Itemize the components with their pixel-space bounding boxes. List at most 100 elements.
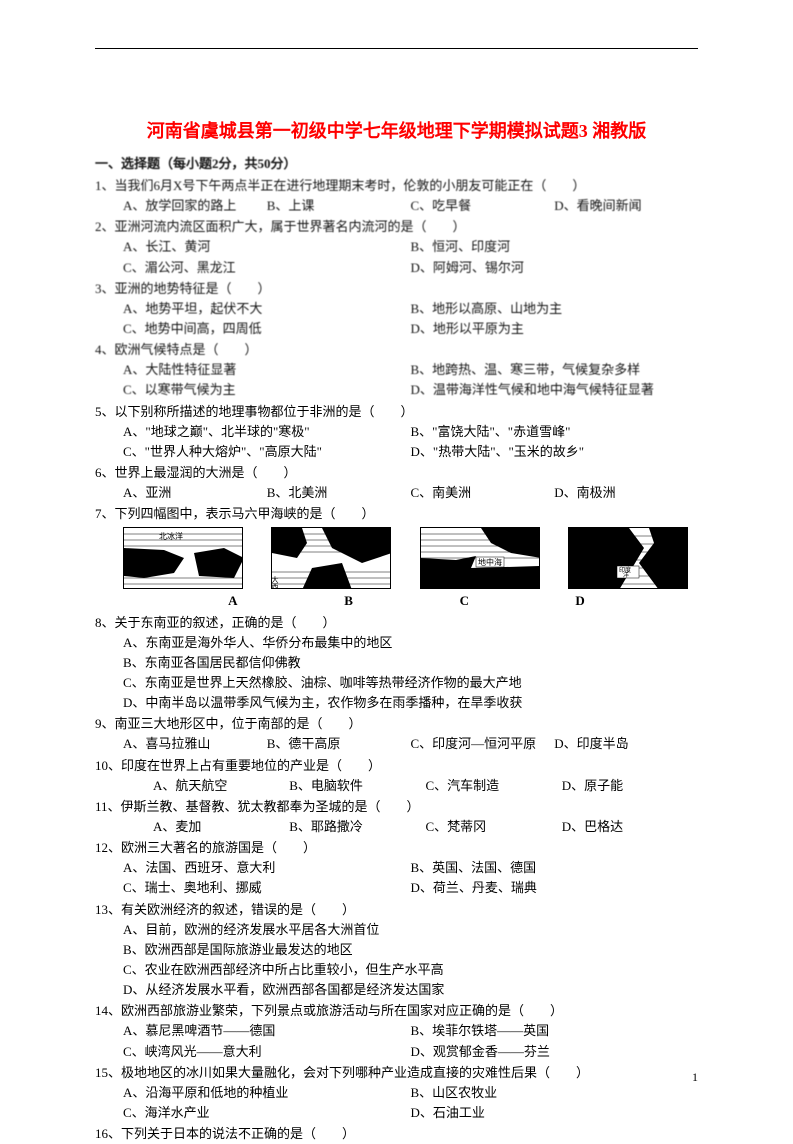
header-rule <box>95 48 698 49</box>
q5-opt-b: B、"富饶大陆"、"赤道雪峰" <box>411 422 699 442</box>
q13-opt-a: A、目前，欧洲的经济发展水平居各大洲首位 <box>123 920 698 940</box>
q3-opt-b: B、地形以高原、山地为主 <box>411 299 699 319</box>
question-8: 8、关于东南亚的叙述，正确的是（ ） A、东南亚是海外华人、华侨分布最集中的地区… <box>95 613 698 714</box>
q13-opt-c: C、农业在欧洲西部经济中所占比重较小，但生产水平高 <box>123 960 698 980</box>
map-labels: A B C D <box>95 591 698 611</box>
svg-text:洋: 洋 <box>623 571 629 579</box>
q1-opt-b: B、上课 <box>267 196 411 216</box>
q8-opt-d: D、中南半岛以温带季风气候为主，农作物多在雨季播种，在旱季收获 <box>123 693 698 713</box>
q5-text: 5、以下别称所描述的地理事物都位于非洲的是（ ） <box>95 402 698 422</box>
map-c: 地中海 <box>420 527 540 589</box>
question-15: 15、极地地区的冰川如果大量融化，会对下列哪种产业造成直接的灾难性后果（ ） A… <box>95 1063 698 1123</box>
q10-text: 10、印度在世界上占有重要地位的产业是（ ） <box>95 756 698 776</box>
q3-opt-d: D、地形以平原为主 <box>411 319 699 339</box>
question-13: 13、有关欧洲经济的叙述，错误的是（ ） A、目前，欧洲的经济发展水平居各大洲首… <box>95 900 698 1001</box>
q14-text: 14、欧洲西部旅游业繁荣，下列景点或旅游活动与所在国家对应正确的是（ ） <box>95 1001 698 1021</box>
document-title: 河南省虞城县第一初级中学七年级地理下学期模拟试题3 湘教版 <box>95 118 698 146</box>
question-3: 3、亚洲的地势特征是（ ） A、地势平坦，起伏不大 B、地形以高原、山地为主 C… <box>95 279 698 339</box>
q4-text: 4、欧洲气候特点是（ ） <box>95 340 698 360</box>
q9-opt-c: C、印度河—恒河平原 <box>411 734 555 754</box>
question-1: 1、当我们6月X号下午两点半正在进行地理期末考时，伦敦的小朋友可能正在（ ） A… <box>95 176 698 216</box>
page-number: 1 <box>692 1068 698 1087</box>
q14-opt-d: D、观赏郁金香——芬兰 <box>411 1042 699 1062</box>
q8-text: 8、关于东南亚的叙述，正确的是（ ） <box>95 613 698 633</box>
q13-opt-d: D、从经济发展水平看，欧洲西部各国都是经济发达国家 <box>123 980 698 1000</box>
q6-opt-c: C、南美洲 <box>411 483 555 503</box>
q5-opt-c: C、"世界人种大熔炉"、"高原大陆" <box>123 442 411 462</box>
q6-text: 6、世界上最湿润的大洲是（ ） <box>95 463 698 483</box>
q12-opt-a: A、法国、西班牙、意大利 <box>123 858 411 878</box>
q14-opt-c: C、峡湾风光——意大利 <box>123 1042 411 1062</box>
q4-opt-b: B、地跨热、温、寒三带，气候复杂多样 <box>411 360 699 380</box>
q8-opt-a: A、东南亚是海外华人、华侨分布最集中的地区 <box>123 633 698 653</box>
q10-opt-c: C、汽车制造 <box>426 776 562 796</box>
q1-opt-a: A、放学回家的路上 <box>123 196 267 216</box>
q2-opt-a: A、长江、黄河 <box>123 237 411 257</box>
q6-opt-d: D、南极洲 <box>554 483 698 503</box>
svg-text:大西洋: 大西洋 <box>272 576 279 590</box>
section-header: 一、选择题（每小题2分，共50分） <box>95 154 698 174</box>
q5-opt-d: D、"热带大陆"、"玉米的故乡" <box>411 442 699 462</box>
question-14: 14、欧洲西部旅游业繁荣，下列景点或旅游活动与所在国家对应正确的是（ ） A、慕… <box>95 1001 698 1061</box>
q10-opt-b: B、电脑软件 <box>289 776 425 796</box>
q10-opt-a: A、航天航空 <box>153 776 289 796</box>
q15-opt-d: D、石油工业 <box>411 1103 699 1123</box>
q11-opt-a: A、麦加 <box>153 817 289 837</box>
q9-opt-b: B、德干高原 <box>267 734 411 754</box>
map-row: 北冰洋 大西洋 <box>95 524 698 591</box>
q11-opt-d: D、巴格达 <box>562 817 698 837</box>
question-12: 12、欧洲三大著名的旅游国是（ ） A、法国、西班牙、意大利 B、英国、法国、德… <box>95 838 698 898</box>
q8-opt-c: C、东南亚是世界上天然橡胶、油棕、咖啡等热带经济作物的最大产地 <box>123 673 698 693</box>
question-2: 2、亚洲河流内流区面积广大，属于世界著名内流河的是（ ） A、长江、黄河 B、恒… <box>95 217 698 277</box>
q4-opt-a: A、大陆性特征显著 <box>123 360 411 380</box>
q2-opt-c: C、湄公河、黑龙江 <box>123 258 411 278</box>
q2-opt-d: D、阿姆河、锡尔河 <box>411 258 699 278</box>
q12-opt-b: B、英国、法国、德国 <box>411 858 699 878</box>
question-9: 9、南亚三大地形区中，位于南部的是（ ） A、喜马拉雅山 B、德干高原 C、印度… <box>95 714 698 754</box>
q2-opt-b: B、恒河、印度河 <box>411 237 699 257</box>
q11-opt-b: B、耶路撒冷 <box>289 817 425 837</box>
q9-text: 9、南亚三大地形区中，位于南部的是（ ） <box>95 714 698 734</box>
map-label-a: A <box>175 591 291 611</box>
q1-opt-c: C、吃早餐 <box>411 196 555 216</box>
map-label-d: D <box>522 591 638 611</box>
q10-opt-d: D、原子能 <box>562 776 698 796</box>
q11-text: 11、伊斯兰教、基督教、犹太教都奉为圣城的是（ ） <box>95 797 698 817</box>
q12-text: 12、欧洲三大著名的旅游国是（ ） <box>95 838 698 858</box>
q8-opt-b: B、东南亚各国居民都信仰佛教 <box>123 653 698 673</box>
q12-opt-c: C、瑞士、奥地利、挪威 <box>123 878 411 898</box>
map-label-c: C <box>407 591 523 611</box>
question-7: 7、下列四幅图中，表示马六甲海峡的是（ ） 北冰洋 <box>95 504 698 611</box>
question-6: 6、世界上最湿润的大洲是（ ） A、亚洲 B、北美洲 C、南美洲 D、南极洲 <box>95 463 698 503</box>
question-5: 5、以下别称所描述的地理事物都位于非洲的是（ ） A、"地球之巅"、北半球的"寒… <box>95 402 698 462</box>
map-label-b: B <box>291 591 407 611</box>
q15-text: 15、极地地区的冰川如果大量融化，会对下列哪种产业造成直接的灾难性后果（ ） <box>95 1063 698 1083</box>
q1-opt-d: D、看晚间新闻 <box>554 196 698 216</box>
q12-opt-d: D、荷兰、丹麦、瑞典 <box>411 878 699 898</box>
q9-opt-a: A、喜马拉雅山 <box>123 734 267 754</box>
q16-text: 16、下列关于日本的说法不正确的是（ ） <box>95 1124 698 1144</box>
q13-opt-b: B、欧洲西部是国际旅游业最发达的地区 <box>123 940 698 960</box>
map-d: 印度 洋 <box>568 527 688 589</box>
question-4: 4、欧洲气候特点是（ ） A、大陆性特征显著 B、地跨热、温、寒三带，气候复杂多… <box>95 340 698 400</box>
map-b: 大西洋 <box>271 527 391 589</box>
q14-opt-b: B、埃菲尔铁塔——英国 <box>411 1021 699 1041</box>
svg-text:北冰洋: 北冰洋 <box>159 531 183 541</box>
q3-text: 3、亚洲的地势特征是（ ） <box>95 279 698 299</box>
q2-text: 2、亚洲河流内流区面积广大，属于世界著名内流河的是（ ） <box>95 217 698 237</box>
map-a: 北冰洋 <box>123 527 243 589</box>
question-16: 16、下列关于日本的说法不正确的是（ ） <box>95 1124 698 1144</box>
svg-text:地中海: 地中海 <box>478 557 502 567</box>
q14-opt-a: A、慕尼黑啤酒节——德国 <box>123 1021 411 1041</box>
q15-opt-b: B、山区农牧业 <box>411 1083 699 1103</box>
q11-opt-c: C、梵蒂冈 <box>426 817 562 837</box>
q4-opt-c: C、以寒带气候为主 <box>123 380 411 400</box>
q1-text: 1、当我们6月X号下午两点半正在进行地理期末考时，伦敦的小朋友可能正在（ ） <box>95 176 698 196</box>
q15-opt-c: C、海洋水产业 <box>123 1103 411 1123</box>
question-11: 11、伊斯兰教、基督教、犹太教都奉为圣城的是（ ） A、麦加 B、耶路撒冷 C、… <box>95 797 698 837</box>
q5-opt-a: A、"地球之巅"、北半球的"寒极" <box>123 422 411 442</box>
q7-text: 7、下列四幅图中，表示马六甲海峡的是（ ） <box>95 504 698 524</box>
q15-opt-a: A、沿海平原和低地的种植业 <box>123 1083 411 1103</box>
q4-opt-d: D、温带海洋性气候和地中海气候特征显著 <box>411 380 699 400</box>
q3-opt-a: A、地势平坦，起伏不大 <box>123 299 411 319</box>
